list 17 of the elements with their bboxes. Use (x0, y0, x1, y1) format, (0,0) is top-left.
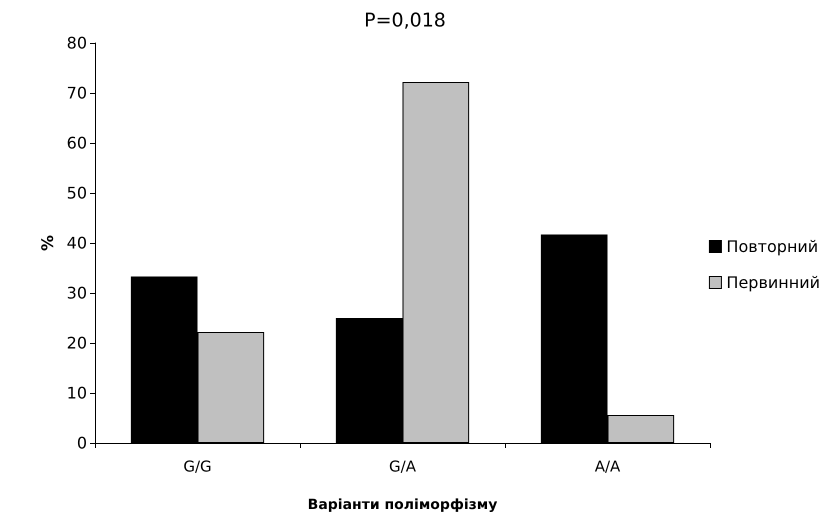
legend-label: Повторний (726, 237, 818, 256)
y-tick-label: 80 (66, 34, 87, 52)
y-tick-label: 50 (66, 184, 87, 202)
y-tick-label: 30 (66, 284, 87, 302)
y-tick-label: 10 (66, 384, 87, 402)
x-tick-label: G/A (389, 458, 417, 476)
y-tick-label: 40 (66, 234, 87, 252)
legend-label: Первинний (726, 273, 820, 292)
x-tick-label: A/A (594, 458, 622, 476)
y-tick-label: 20 (66, 334, 87, 352)
chart-title: P=0,018 (364, 10, 446, 32)
y-tick-label: 60 (66, 134, 87, 152)
y-axis-title: % (38, 234, 58, 252)
x-tick-label: G/G (183, 458, 212, 476)
y-tick-label: 70 (66, 84, 87, 102)
y-tick-label: 0 (76, 434, 87, 452)
x-axis-title: Варіанти поліморфізму (308, 497, 498, 513)
